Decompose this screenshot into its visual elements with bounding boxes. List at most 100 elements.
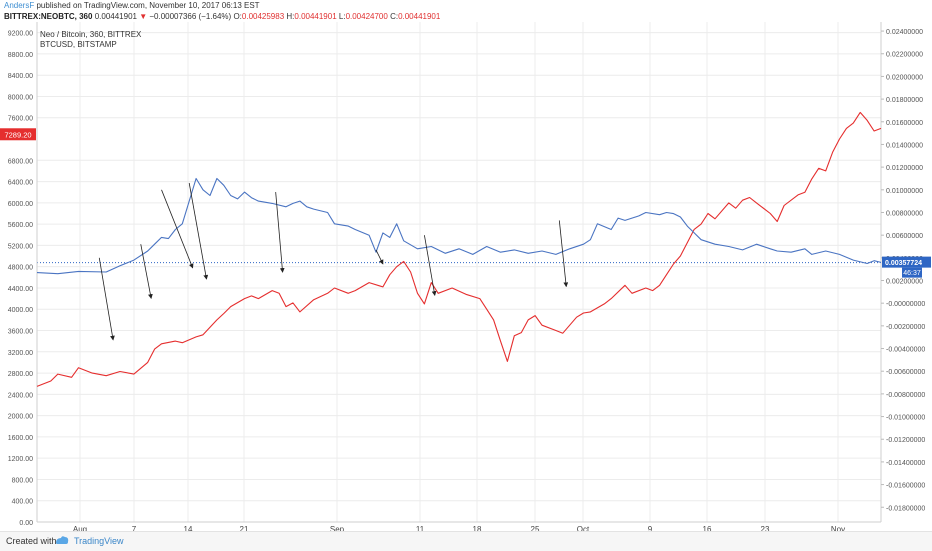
right-tick-label: 0.02400000 <box>886 29 923 36</box>
right-tick-label: -0.01200000 <box>886 437 925 444</box>
right-tick-label: 0.00800000 <box>886 210 923 217</box>
open-label: O: <box>233 12 242 21</box>
left-tick-label: 7600.00 <box>8 116 33 123</box>
close-label: C: <box>390 12 399 21</box>
tradingview-brand[interactable]: TradingView <box>74 536 124 546</box>
left-tick-label: 8800.00 <box>8 52 33 59</box>
footer-bar: Created with TradingView <box>0 531 932 551</box>
btc-price-line <box>36 111 882 387</box>
right-axis[interactable]: 0.02400000 0.02200000 0.02000000 0.01800000… <box>881 29 925 512</box>
high-value: 0.00441901 <box>294 12 337 21</box>
price-chart[interactable]: 9200.00 8800.00 8400.00 8000.00 7600.00 6800.… <box>0 22 932 531</box>
annotation-arrow <box>188 182 209 280</box>
ohlc-line: BITTREX:NEOBTC, 360 0.00441901 ▼ −0.0000… <box>4 11 928 22</box>
publish-info: published on TradingView.com, November 1… <box>36 1 260 10</box>
annotation-arrow <box>275 192 285 273</box>
neo-price-tag-text: 0.00357724 <box>885 260 922 267</box>
countdown-tag <box>902 267 922 278</box>
right-tick-label: 0.01600000 <box>886 120 923 127</box>
right-tick-label: -0.00800000 <box>886 392 925 399</box>
right-tick-label: -0.01000000 <box>886 415 925 422</box>
annotation-arrow <box>424 235 437 296</box>
right-tick-label: -0.01400000 <box>886 460 925 467</box>
right-tick-label: 0.02000000 <box>886 74 923 81</box>
left-tick-label: 6000.00 <box>8 201 33 208</box>
time-tick-label: Sep <box>330 525 345 531</box>
left-axis[interactable]: 9200.00 8800.00 8400.00 8000.00 7600.00 6800.… <box>8 31 33 527</box>
annotation-arrow <box>98 257 115 341</box>
right-tick-label: 0.01200000 <box>886 165 923 172</box>
countdown-tag-text: 46:37 <box>903 270 921 277</box>
left-tick-label: 2400.00 <box>8 392 33 399</box>
right-tick-label: -0.00000000 <box>886 301 925 308</box>
left-tick-label: 5600.00 <box>8 222 33 229</box>
time-tick-label: 21 <box>240 525 249 531</box>
publish-line: AndersF published on TradingView.com, No… <box>4 0 928 11</box>
left-tick-label: 4400.00 <box>8 286 33 293</box>
right-tick-label: -0.00200000 <box>886 324 925 331</box>
time-axis[interactable]: Aug 7 14 21 Sep 11 18 25 Oct 9 16 23 Nov <box>73 525 845 531</box>
left-tick-label: 9200.00 <box>8 31 33 38</box>
left-tick-label: 3600.00 <box>8 329 33 336</box>
right-tick-label: -0.01600000 <box>886 483 925 490</box>
left-tick-label: 4000.00 <box>8 307 33 314</box>
neo-price-line <box>36 177 882 275</box>
left-tick-label: 6800.00 <box>8 158 33 165</box>
right-tick-label: 0.02200000 <box>886 52 923 59</box>
btc-price-tag <box>0 128 36 141</box>
right-tick-label: 0.01000000 <box>886 188 923 195</box>
btc-price-tag-text: 7289.20 <box>4 130 31 139</box>
annotation-arrow <box>140 244 153 300</box>
series-layer <box>36 111 882 387</box>
time-tick-label: 25 <box>531 525 540 531</box>
low-value: 0.00424700 <box>345 12 388 21</box>
annotation-arrows[interactable] <box>98 182 569 341</box>
price-labels: 7289.20 0.00357724 46:37 <box>0 128 931 278</box>
symbol-label: BITTREX:NEOBTC, 360 <box>4 12 93 21</box>
left-tick-label: 3200.00 <box>8 350 33 357</box>
annotation-arrow <box>375 249 384 265</box>
time-tick-label: Oct <box>577 525 590 531</box>
right-tick-label: -0.00600000 <box>886 369 925 376</box>
time-tick-label: 7 <box>132 525 137 531</box>
right-tick-label: 0.01800000 <box>886 97 923 104</box>
time-tick-label: 16 <box>703 525 712 531</box>
legend-neo: Neo / Bitcoin, 360, BITTREX <box>40 30 142 39</box>
low-label: L: <box>338 12 346 21</box>
left-tick-label: 400.00 <box>12 499 34 506</box>
neo-price-tag <box>882 256 931 268</box>
open-value: 0.00425983 <box>241 12 285 21</box>
left-tick-label: 6400.00 <box>8 180 33 187</box>
author-link[interactable]: AndersF <box>4 1 35 10</box>
left-tick-label: 8000.00 <box>8 94 33 101</box>
time-tick-label: Nov <box>831 525 845 531</box>
chart-header: AndersF published on TradingView.com, No… <box>4 0 928 22</box>
time-tick-label: 14 <box>184 525 193 531</box>
left-tick-label: 1600.00 <box>8 435 33 442</box>
tradingview-logo-icon[interactable] <box>54 535 70 547</box>
left-tick-label: 5200.00 <box>8 243 33 250</box>
left-tick-label: 8400.00 <box>8 73 33 80</box>
left-tick-label: 4800.00 <box>8 265 33 272</box>
left-tick-label: 800.00 <box>12 477 34 484</box>
time-tick-label: Aug <box>73 525 87 531</box>
legend-btc: BTCUSD, BITSTAMP <box>40 40 117 49</box>
right-tick-label: 0.00600000 <box>886 233 923 240</box>
time-tick-label: 18 <box>473 525 482 531</box>
right-tick-label: -0.00400000 <box>886 347 925 354</box>
left-tick-label: 0.00 <box>19 520 33 527</box>
down-arrow-icon: ▼ <box>139 12 148 21</box>
annotation-arrow <box>161 189 194 269</box>
close-value: 0.00441901 <box>398 12 441 21</box>
annotation-arrow <box>558 220 569 288</box>
left-tick-label: 2800.00 <box>8 371 33 378</box>
time-tick-label: 23 <box>761 525 770 531</box>
right-tick-label: 0.01400000 <box>886 142 923 149</box>
created-with-text: Created with <box>6 536 57 546</box>
price-change: −0.00007366 (−1.64%) <box>149 12 232 21</box>
high-label: H: <box>286 12 295 21</box>
left-tick-label: 2000.00 <box>8 414 33 421</box>
time-tick-label: 11 <box>416 525 425 531</box>
left-tick-label: 1200.00 <box>8 456 33 463</box>
time-tick-label: 9 <box>648 525 653 531</box>
